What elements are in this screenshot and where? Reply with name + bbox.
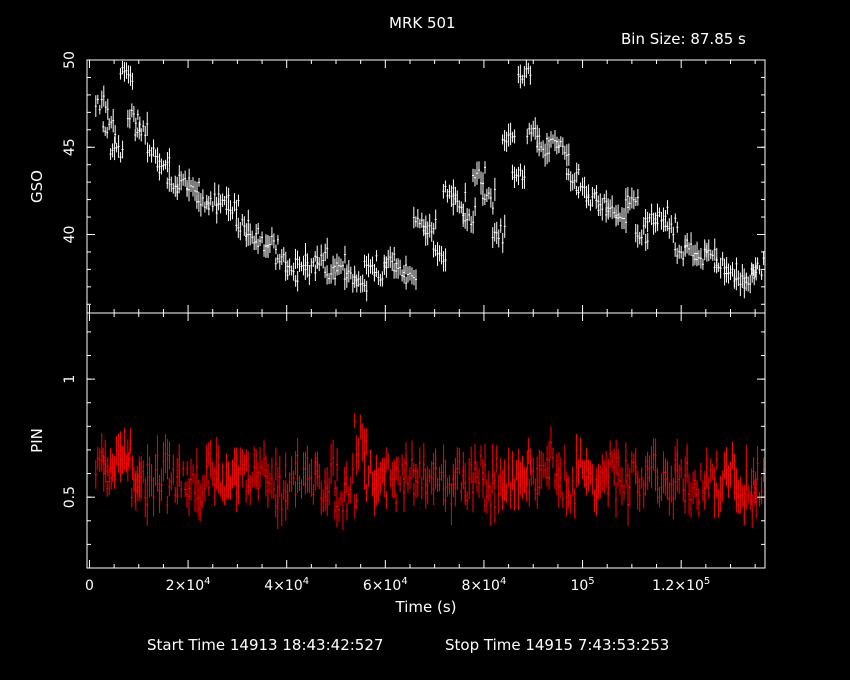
x-tick-label: 2×104 [166, 576, 211, 594]
data-point-pin-5 [134, 456, 149, 526]
x-axis-label: Time (s) [395, 598, 457, 616]
data-point-gso-23 [314, 237, 329, 272]
data-point-pin-11 [195, 446, 210, 522]
data-point-pin-19 [274, 455, 289, 530]
data-point-gso-65 [723, 257, 738, 288]
data-point-gso-41 [491, 214, 506, 253]
data-point-pin-15 [235, 447, 250, 513]
data-point-gso-59 [664, 213, 679, 243]
data-point-pin-57 [644, 438, 659, 504]
y-tick-label: 40 [62, 226, 78, 244]
plot-frame [86, 59, 766, 569]
x-tick-label: 0 [85, 578, 94, 594]
data-point-pin-45 [526, 449, 541, 509]
data-point-pin-7 [156, 433, 171, 507]
data-point-pin-24 [324, 439, 339, 510]
data-point-gso-38 [462, 197, 477, 234]
data-point-pin-4 [126, 439, 141, 511]
y-axis-label: GSO [28, 170, 46, 203]
data-point-gso-22 [304, 253, 319, 286]
data-point-gso-34 [422, 209, 437, 246]
data-point-pin-35 [432, 444, 447, 493]
data-point-pin-53 [605, 440, 620, 508]
x-tick-label: 6×104 [363, 576, 408, 594]
data-point-gso-1 [102, 108, 117, 144]
data-point-pin-0 [94, 432, 109, 492]
data-point-gso-58 [654, 200, 669, 232]
data-point-gso-4 [126, 103, 141, 133]
data-point-gso-7 [156, 148, 171, 181]
data-point-gso-12 [205, 182, 220, 224]
data-point-gso-14 [225, 193, 240, 222]
x-tick-label: 4×104 [264, 576, 309, 594]
bin-size-label: Bin Size: 87.85 s [621, 30, 746, 48]
data-point-gso-20 [284, 258, 299, 292]
data-point-gso-27 [353, 265, 368, 302]
data-point-gso-0 [94, 85, 109, 120]
data-point-gso-32 [402, 255, 417, 290]
data-point-gso-24 [324, 255, 339, 286]
chart-title: MRK 501 [389, 14, 456, 32]
x-tick-label: 105 [570, 576, 594, 594]
data-point-pin-56 [634, 447, 649, 513]
data-point-pin-50 [575, 433, 590, 488]
data-point-pin-67 [743, 468, 758, 528]
data-point-gso-45 [526, 117, 541, 148]
data-point-pin-68 [750, 446, 765, 507]
y-tick-label: 45 [62, 138, 78, 156]
data-point-gso-10 [186, 177, 201, 202]
data-point-gso-49 [565, 162, 580, 192]
y-tick-label: 0.5 [62, 486, 78, 508]
data-point-gso-9 [176, 168, 191, 197]
data-point-pin-44 [517, 437, 532, 501]
data-point-gso-35 [432, 240, 447, 272]
data-point-gso-54 [615, 201, 630, 234]
y-axis-label: PIN [28, 428, 46, 453]
data-point-gso-46 [536, 140, 551, 167]
data-point-gso-44 [517, 60, 532, 89]
data-point-pin-63 [703, 447, 718, 510]
data-point-gso-26 [343, 259, 358, 293]
data-point-gso-55 [624, 186, 639, 212]
data-point-pin-40 [481, 459, 496, 527]
data-point-gso-37 [452, 182, 467, 224]
data-point-gso-3 [119, 60, 134, 90]
panel-border [86, 312, 766, 569]
stop-time-label: Stop Time 14915 7:43:53:253 [445, 636, 670, 654]
data-point-pin-27 [353, 413, 368, 476]
data-point-pin-3 [119, 427, 134, 480]
data-point-pin-6 [146, 444, 161, 517]
pin-panel: 0.5 1 PIN 0 2×104 4×104 6×104 8×104 105 1.2×105 Ti… [28, 313, 765, 616]
data-point-gso-2 [109, 135, 124, 163]
data-point-gso-13 [215, 186, 230, 214]
data-point-gso-5 [134, 111, 149, 145]
gso-panel: 40 45 50 GSO [28, 51, 765, 313]
data-point-gso-68 [750, 251, 765, 280]
start-time-label: Start Time 14913 18:43:42:527 [147, 636, 384, 654]
data-point-gso-25 [333, 245, 348, 283]
data-point-pin-41 [491, 443, 506, 514]
data-point-gso-16 [245, 222, 260, 251]
data-point-gso-43 [511, 163, 526, 189]
data-point-gso-48 [555, 136, 570, 167]
x-tick-label: 8×104 [462, 576, 507, 594]
data-point-gso-18 [264, 227, 279, 258]
y-tick-label: 1 [62, 375, 78, 384]
x-tick-label: 1.2×105 [652, 576, 710, 594]
data-point-pin-10 [186, 458, 201, 521]
y-tick-label: 50 [62, 51, 78, 69]
data-point-gso-42 [501, 122, 516, 152]
data-point-gso-56 [634, 217, 649, 251]
data-point-gso-40 [481, 177, 496, 215]
data-point-pin-26 [343, 453, 358, 519]
data-point-gso-39 [472, 161, 487, 195]
data-point-pin-1 [102, 439, 117, 497]
data-point-pin-12 [205, 436, 220, 506]
